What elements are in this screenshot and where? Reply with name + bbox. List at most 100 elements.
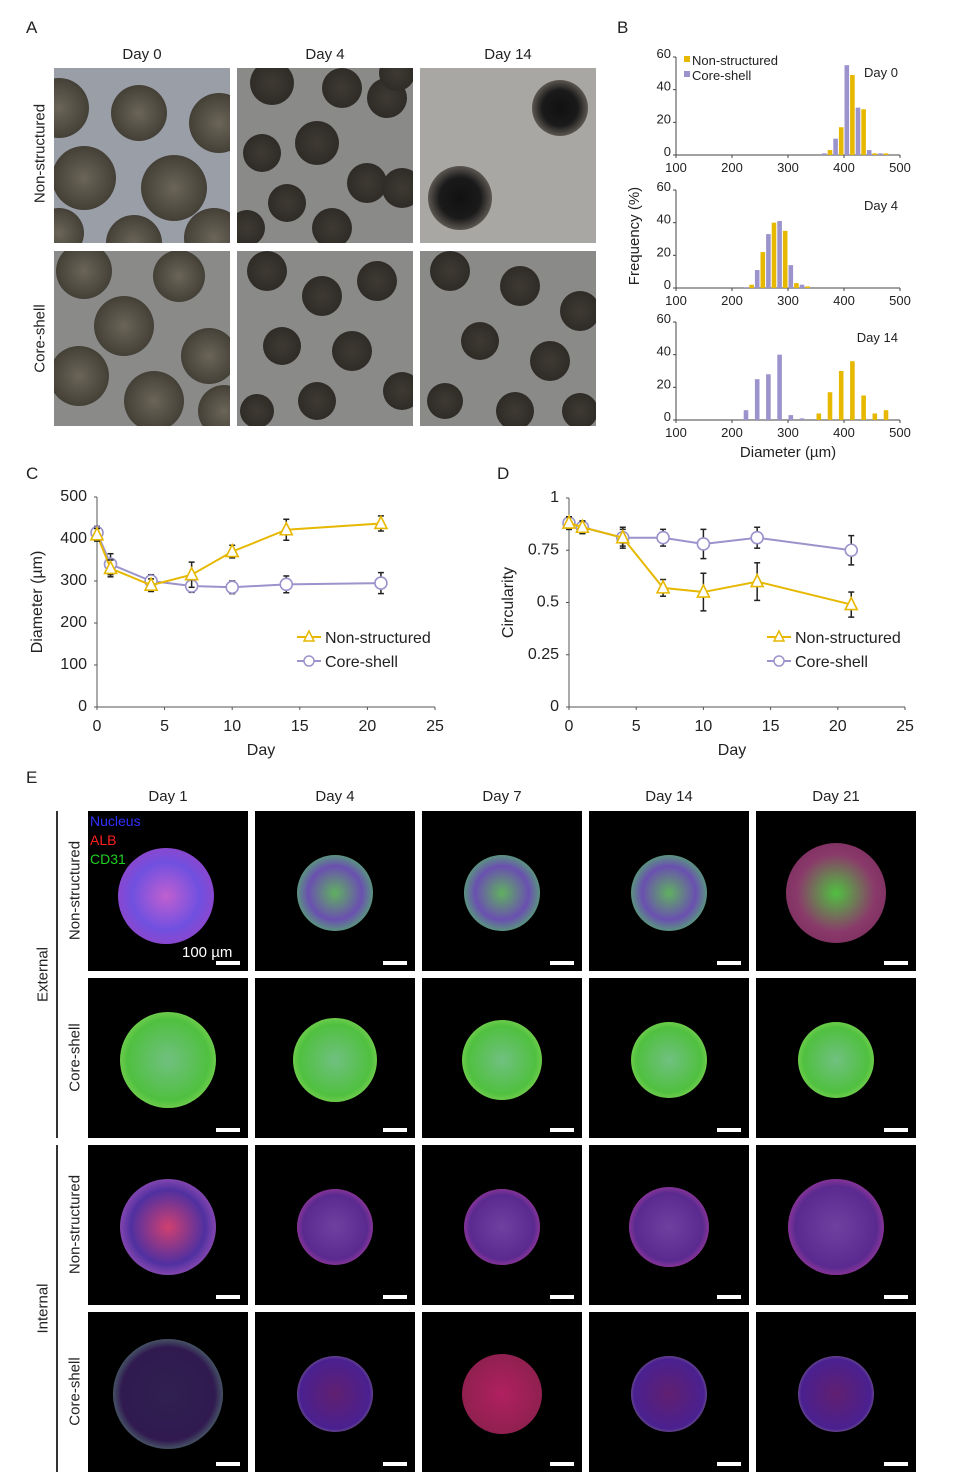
legend-swatch-core-shell [684,71,690,77]
spheroid [141,155,207,221]
x-tick-label: 100 [665,293,687,308]
x-tick-label: 0 [93,718,102,735]
y-tick-label: 40 [657,212,671,227]
spheroid [302,276,342,316]
histogram-bar [850,361,855,420]
spheroid [357,261,397,301]
y-tick-label: 0 [78,698,87,715]
scale-bar [884,1128,908,1132]
spheroid [247,251,287,291]
x-tick-label: 5 [160,718,169,735]
x-tick-label: 400 [833,160,855,175]
spheroid [332,331,372,371]
spheroid [54,146,116,210]
panel-label-c: C [26,464,39,483]
channel-legend: Nucleus ALB CD31 [90,812,141,869]
data-point-circle [696,537,711,551]
legend-label-core-shell: Core-shell [692,68,751,83]
stained-spheroid [631,1356,707,1432]
histogram-bar [766,374,771,420]
data-point-triangle [89,526,105,541]
x-tick-label: 300 [777,293,799,308]
data-point-triangle [373,514,389,530]
spheroid [383,372,413,410]
spheroid [496,392,534,426]
histogram-bar [838,371,844,420]
data-point-triangle [749,572,765,588]
stained-spheroid [120,1012,216,1108]
scale-bar [383,1128,407,1132]
scale-bar [884,961,908,965]
spheroid [532,80,588,136]
x-tick-label: 400 [833,425,855,440]
legend-label-core-shell: Core-shell [795,654,868,671]
scale-bar [383,961,407,965]
stained-spheroid [462,1020,542,1100]
legend-marker-circle [303,655,315,667]
stained-spheroid [464,1189,540,1265]
stained-spheroid [629,1187,709,1267]
x-tick-label: 15 [762,718,780,735]
data-point-triangle [184,565,199,581]
spheroid [461,322,499,360]
scale-bar [884,1295,908,1299]
histogram-bar [838,127,844,155]
y-tick-label: 40 [657,344,671,359]
spheroid [56,251,112,299]
legend-marker-triangle [302,629,316,642]
histogram-bar [771,222,777,288]
fluorescence-image [422,1312,582,1472]
histogram-bar [777,354,782,420]
legend-label-non-structured: Non-structured [795,630,901,647]
spheroid [562,393,596,426]
subplot-title: Day 4 [864,198,898,213]
stained-spheroid [798,1356,874,1432]
y-tick-label: 40 [657,79,671,94]
fluorescence-image [422,811,582,971]
stained-spheroid [297,1189,373,1265]
spheroid [382,168,413,208]
spheroid [298,382,336,420]
fluorescence-image [255,1312,415,1472]
histogram-bar [754,379,760,420]
y-axis-label: Frequency (%) [626,187,643,285]
fluorescence-image [255,811,415,971]
spheroid [430,251,470,291]
histogram-bar [743,410,749,420]
x-tick-label: 400 [833,293,855,308]
subplot-title: Day 0 [864,65,898,80]
y-tick-label: 0 [664,144,671,159]
fluorescence-image [589,811,749,971]
histogram-bar [883,410,889,420]
y-tick-label: 0 [550,698,559,715]
micrograph [420,68,596,243]
histogram-bar [872,153,878,155]
subplot-title: Day 14 [857,330,898,345]
legend-label-non-structured: Non-structured [325,630,431,647]
data-point-triangle [615,528,631,544]
histogram-bar [805,286,810,288]
panel-label-e: E [26,768,38,787]
y-axis-label: Diameter (µm) [29,551,46,654]
scale-bar-label: 100 µm [182,944,233,961]
x-tick-label: 10 [695,718,713,735]
stained-spheroid [297,855,373,931]
x-tick-label: 500 [889,425,911,440]
scale-bar [717,1295,741,1299]
scale-bar [216,1462,240,1466]
data-point-triangle [575,518,590,534]
scale-bar [717,1128,741,1132]
e-col-day1: Day 1 [148,788,188,805]
y-tick-label: 60 [657,179,671,194]
group-bracket-external [56,811,58,1138]
histogram-bar [782,230,788,288]
fluorescence-image [255,1145,415,1305]
data-point-triangle [655,579,671,594]
spheroid [530,341,570,381]
fluorescence-image [422,978,582,1138]
fluorescence-image [88,811,248,971]
stained-spheroid [464,855,540,931]
data-point-triangle [103,559,118,575]
y-tick-label: 200 [60,614,87,631]
